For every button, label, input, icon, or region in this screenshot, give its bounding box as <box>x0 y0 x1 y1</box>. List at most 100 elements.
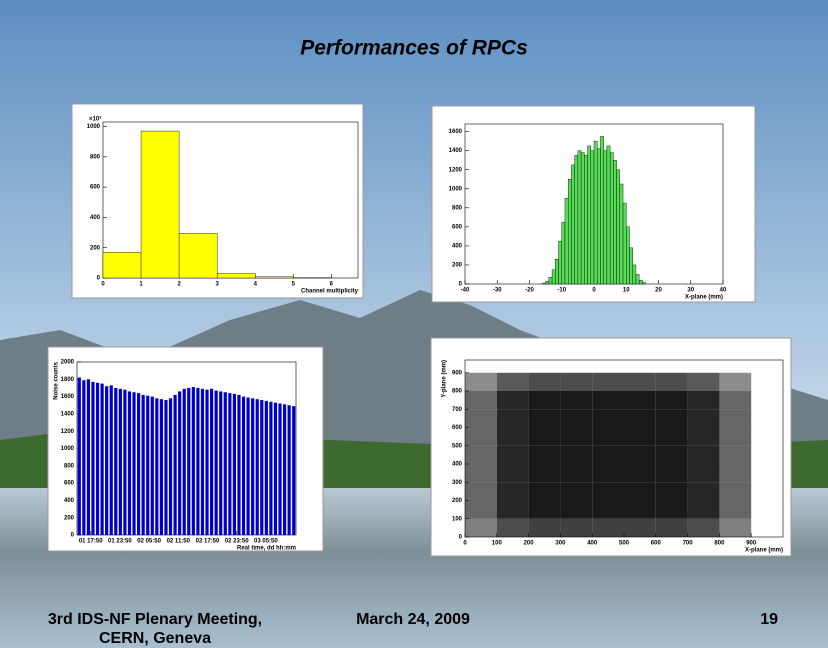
bar <box>241 396 246 535</box>
density-cell <box>528 427 561 446</box>
density-cell <box>687 500 720 519</box>
density-cell <box>496 445 529 465</box>
bar <box>178 391 182 535</box>
bar <box>155 398 159 535</box>
y-tick-label: 200 <box>90 245 101 251</box>
density-cell <box>560 464 593 483</box>
density-cell <box>465 464 497 483</box>
y-tick-label: 600 <box>452 224 463 230</box>
histogram-bar <box>613 159 617 285</box>
x-tick-label: 0 <box>101 282 105 288</box>
y-tick-label: 800 <box>64 463 75 469</box>
bar <box>232 394 237 535</box>
y-tick-label: 1600 <box>449 129 463 135</box>
bar <box>219 391 223 535</box>
y-tick-label: 1200 <box>449 167 463 173</box>
histogram-bar <box>635 274 640 285</box>
x-tick-label: 2 <box>177 282 181 288</box>
y-tick-label: 800 <box>90 154 101 160</box>
y-tick-label: 600 <box>452 425 463 431</box>
y-tick-label: 300 <box>452 480 463 486</box>
density-cell <box>592 518 624 537</box>
histogram-bar <box>255 276 294 279</box>
y-tick-label: 0 <box>459 535 463 541</box>
density-cell <box>592 464 624 483</box>
y-tick-label: 1400 <box>61 411 75 417</box>
density-cell <box>624 464 656 483</box>
y-tick-label: 0 <box>71 533 75 539</box>
bar <box>287 405 291 535</box>
x-tick-label: 400 <box>587 541 598 547</box>
x-tick-label: 01 17:50 <box>79 539 103 545</box>
y-tick-label: 400 <box>452 243 463 249</box>
x-tick-label: 20 <box>655 288 662 294</box>
bar <box>260 400 264 535</box>
bar <box>91 381 95 535</box>
density-cell <box>465 500 497 519</box>
density-cell <box>592 500 624 519</box>
x-axis-label: Channel multiplicity <box>301 289 359 295</box>
y-tick-label: 1000 <box>449 186 463 192</box>
density-cell <box>655 427 688 446</box>
bar <box>173 394 177 535</box>
density-cell <box>624 391 656 410</box>
x-tick-label: 0 <box>463 541 467 547</box>
bar <box>118 388 122 535</box>
density-cell <box>624 500 656 519</box>
density-cell <box>719 464 752 483</box>
density-cell <box>687 372 720 392</box>
density-cell <box>687 445 720 465</box>
density-cell <box>496 391 529 410</box>
density-cell <box>624 372 656 392</box>
density-cell <box>655 391 688 410</box>
density-cell <box>592 391 624 410</box>
density-cell <box>560 445 593 465</box>
density-cell <box>655 409 688 428</box>
histogram-bar <box>642 282 646 285</box>
x-tick-label: -10 <box>557 288 566 294</box>
density-cell <box>719 518 752 537</box>
histogram-bar <box>597 148 601 285</box>
histogram-bar <box>548 277 553 285</box>
y-tick-label: 0 <box>459 282 463 288</box>
y-tick-label: 500 <box>452 443 463 449</box>
density-cell <box>624 482 656 501</box>
y-tick-label: 1200 <box>61 429 75 435</box>
bar <box>187 387 191 535</box>
bar <box>196 387 200 535</box>
x-tick-label: -40 <box>461 288 470 294</box>
histogram-bar <box>216 273 256 279</box>
y-tick-label: 400 <box>452 462 463 468</box>
x-tick-label: 1 <box>139 282 143 288</box>
bar <box>246 397 250 535</box>
y-tick-label: 600 <box>64 481 75 487</box>
density-cell <box>624 409 656 428</box>
histogram-bar <box>140 130 180 279</box>
bar <box>255 399 259 535</box>
histogram-bar <box>609 152 614 285</box>
density-cell <box>465 409 497 428</box>
y-tick-label: 200 <box>64 515 75 521</box>
density-cell <box>465 391 497 410</box>
bar <box>205 389 209 535</box>
density-cell <box>465 445 497 465</box>
density-cell <box>465 372 497 392</box>
x-tick-label: 02 05:50 <box>137 539 161 545</box>
density-cell <box>496 409 529 428</box>
x-tick-label: 600 <box>651 541 662 547</box>
x-axis-label: X-plane (mm) <box>745 548 783 554</box>
bar <box>292 406 296 535</box>
histogram-bar <box>577 150 582 285</box>
density-cell <box>528 372 561 392</box>
x-tick-label: 30 <box>687 288 694 294</box>
bar <box>141 394 145 535</box>
bar <box>127 391 132 535</box>
y-tick-label: 1000 <box>61 446 75 452</box>
density-cell <box>624 518 656 537</box>
footer-date: March 24, 2009 <box>356 611 470 628</box>
y-tick-label: 2000 <box>61 360 75 366</box>
bar <box>159 399 164 535</box>
density-cell <box>528 391 561 410</box>
bar <box>164 400 168 535</box>
